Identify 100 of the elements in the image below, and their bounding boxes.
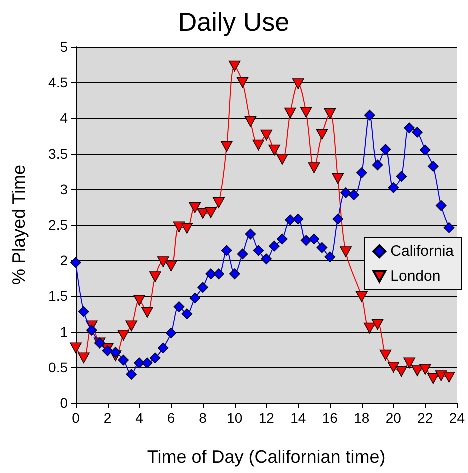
point	[142, 358, 153, 369]
point	[214, 268, 224, 280]
point	[372, 319, 384, 330]
point	[396, 171, 408, 182]
legend-label: London	[390, 268, 441, 285]
point	[181, 223, 194, 234]
point	[396, 366, 408, 378]
point	[324, 108, 336, 120]
point	[157, 256, 170, 268]
point	[380, 144, 392, 155]
x-tick-label: 0	[72, 410, 80, 426]
x-tick-label: 22	[418, 410, 434, 426]
point	[444, 222, 455, 234]
x-tick-label: 18	[354, 410, 370, 426]
point	[340, 188, 352, 198]
x-tick-label: 8	[199, 410, 208, 426]
point	[118, 354, 130, 366]
point	[420, 364, 432, 375]
y-tick-label: 3.5	[48, 146, 68, 162]
point	[364, 322, 376, 334]
point	[300, 235, 312, 246]
point	[86, 324, 98, 336]
y-tick-label: 0	[60, 395, 68, 411]
point	[150, 352, 161, 364]
y-tick-label: 4.5	[48, 74, 68, 91]
chart-title: Daily Use	[178, 7, 290, 37]
point	[285, 214, 296, 226]
x-axis-title: Time of Day (Californian time)	[147, 447, 386, 467]
point	[126, 320, 138, 332]
point	[182, 308, 193, 320]
point	[404, 122, 415, 134]
point	[228, 60, 241, 72]
point	[372, 160, 384, 171]
point	[292, 214, 304, 225]
point	[158, 342, 169, 354]
y-tick-label: 0.5	[48, 359, 68, 376]
point	[190, 292, 201, 304]
x-tick-label: 10	[227, 410, 243, 426]
x-tick-label: 20	[386, 410, 402, 426]
point	[380, 350, 392, 361]
point	[388, 362, 400, 373]
point	[364, 110, 376, 121]
x-tick-label: 14	[290, 410, 306, 426]
point	[332, 214, 344, 225]
point	[142, 307, 154, 318]
point	[316, 129, 328, 140]
point	[197, 208, 209, 220]
point	[412, 366, 424, 376]
point	[316, 242, 328, 254]
point	[261, 254, 272, 265]
point	[78, 352, 90, 364]
point	[126, 369, 137, 380]
point	[198, 282, 208, 294]
y-tick-label: 2	[60, 252, 68, 269]
point	[427, 373, 440, 384]
y-tick-label: 4	[60, 110, 68, 126]
point	[308, 162, 320, 174]
point	[134, 295, 146, 306]
point	[252, 140, 265, 151]
point	[388, 182, 400, 194]
point	[110, 347, 122, 358]
point	[221, 245, 232, 256]
point	[244, 116, 257, 128]
x-tick-label: 2	[104, 410, 112, 426]
point	[253, 245, 264, 256]
point	[443, 372, 456, 383]
y-tick-label: 1	[60, 324, 68, 340]
point	[118, 330, 130, 341]
point	[420, 144, 431, 156]
y-tick-label: 5	[60, 39, 68, 55]
point	[150, 272, 162, 282]
point	[236, 77, 249, 88]
point	[205, 207, 217, 218]
point	[332, 173, 344, 184]
point	[213, 198, 225, 208]
point	[134, 358, 145, 369]
y-axis-title: % Played Time	[9, 164, 29, 286]
y-tick-label: 1.5	[48, 288, 68, 304]
point	[284, 108, 296, 119]
point	[268, 144, 280, 156]
y-tick-label: 3	[60, 181, 68, 198]
point	[70, 342, 82, 354]
point	[237, 248, 248, 260]
point	[260, 130, 273, 141]
point	[435, 370, 448, 382]
point	[245, 228, 256, 240]
y-tick-label: 2.5	[48, 217, 68, 233]
point	[356, 168, 368, 178]
point	[356, 292, 368, 302]
point	[428, 161, 439, 172]
point	[174, 301, 185, 312]
point	[436, 200, 447, 212]
point	[324, 252, 336, 262]
point	[269, 240, 280, 252]
point	[220, 141, 233, 152]
point	[165, 260, 178, 272]
point	[292, 78, 304, 90]
x-tick-label: 12	[258, 410, 275, 426]
point	[276, 154, 288, 165]
x-tick-label: 24	[449, 410, 466, 426]
